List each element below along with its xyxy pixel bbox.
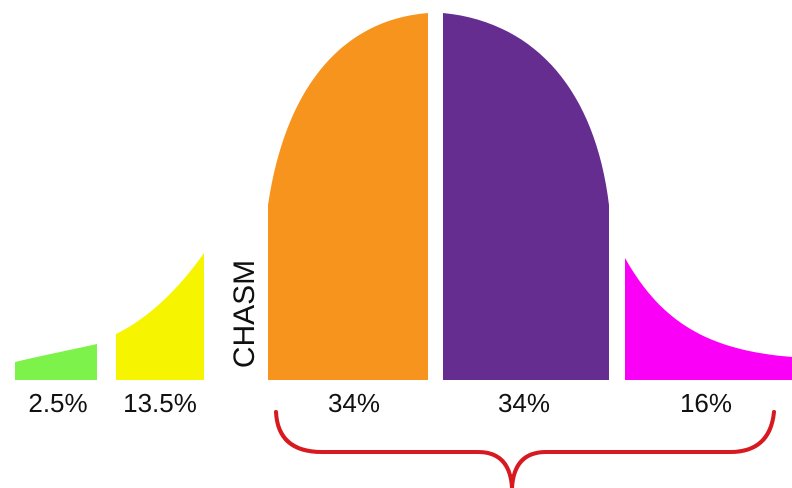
segment-innovators [15,344,97,380]
curly-brace [274,410,776,488]
chasm-label: CHASM [228,260,261,368]
label-laggards: 16% [680,388,732,418]
label-early-majority: 34% [328,388,380,418]
label-late-majority: 34% [498,388,550,418]
label-innovators: 2.5% [28,388,87,418]
segment-early-adopters [116,253,204,380]
segment-early-majority [268,13,428,380]
segment-laggards [625,258,792,380]
label-early-adopters: 13.5% [123,388,197,418]
segment-late-majority [443,13,609,380]
